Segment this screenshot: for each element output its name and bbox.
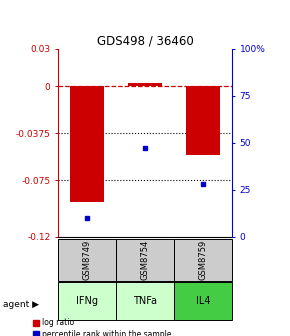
Bar xyxy=(58,282,116,320)
Title: GDS498 / 36460: GDS498 / 36460 xyxy=(97,35,193,48)
Text: IL4: IL4 xyxy=(196,296,210,306)
Text: GSM8754: GSM8754 xyxy=(140,240,150,280)
Bar xyxy=(116,282,174,320)
Bar xyxy=(58,239,116,281)
Text: IFNg: IFNg xyxy=(76,296,98,306)
Text: GSM8749: GSM8749 xyxy=(82,240,92,280)
Bar xyxy=(70,86,104,202)
Bar xyxy=(174,282,232,320)
Bar xyxy=(186,86,220,155)
Bar xyxy=(128,83,162,86)
Text: agent ▶: agent ▶ xyxy=(3,300,39,308)
Bar xyxy=(174,239,232,281)
Legend: log ratio, percentile rank within the sample: log ratio, percentile rank within the sa… xyxy=(33,318,171,336)
Bar xyxy=(116,239,174,281)
Text: TNFa: TNFa xyxy=(133,296,157,306)
Text: GSM8759: GSM8759 xyxy=(198,240,208,280)
